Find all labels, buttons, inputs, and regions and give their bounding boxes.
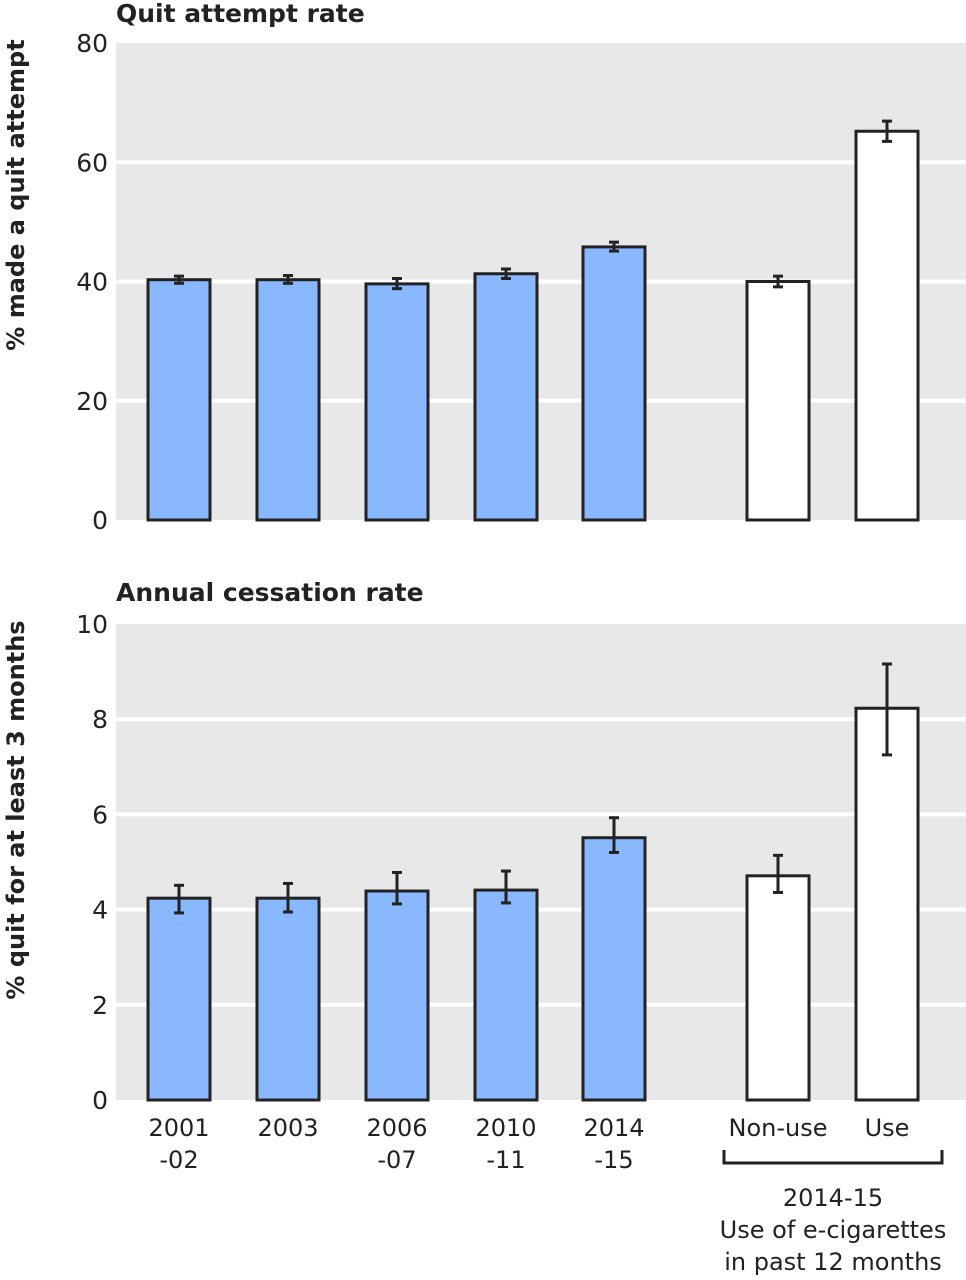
bar xyxy=(146,278,212,522)
y-axis-label: % made a quit attempt xyxy=(2,39,30,350)
error-bar xyxy=(609,240,619,253)
y-axis-label: % quit for at least 3 months xyxy=(2,620,30,999)
y-tick-label: 80 xyxy=(76,29,108,58)
x-tick-label: 2001 -02 xyxy=(148,1114,209,1174)
error-bar xyxy=(882,119,892,143)
x-tick-label: 2014 -15 xyxy=(583,1114,644,1174)
x-tick-label: 2010 -11 xyxy=(475,1114,536,1174)
chart-title: Quit attempt rate xyxy=(116,0,365,28)
x-tick-label: Non-use xyxy=(729,1114,828,1142)
bar xyxy=(255,896,321,1102)
y-tick-labels: 0 20 40 60 80 xyxy=(76,29,108,535)
error-bar xyxy=(392,277,402,291)
bar xyxy=(854,129,920,522)
error-bar xyxy=(773,274,783,289)
group-label-line: 2014-15 xyxy=(783,1184,883,1212)
x-tick-labels: 2001 -02 2003 2006 -07 2010 -11 2014 -15 Non-use U… xyxy=(148,1114,909,1174)
error-bar xyxy=(283,274,293,285)
bar xyxy=(473,888,539,1102)
y-tick-label: 20 xyxy=(76,387,108,416)
bar xyxy=(745,874,811,1102)
bar xyxy=(255,278,321,522)
error-bar xyxy=(773,853,783,894)
y-tick-label: 0 xyxy=(92,1086,108,1115)
y-tick-label: 0 xyxy=(92,506,108,535)
error-bar xyxy=(174,883,184,915)
y-tick-label: 2 xyxy=(92,991,108,1020)
bar xyxy=(146,896,212,1102)
y-tick-label: 6 xyxy=(92,800,108,829)
chart-title: Annual cessation rate xyxy=(116,578,424,607)
y-tick-label: 40 xyxy=(76,268,108,297)
group-label-line: in past 12 months xyxy=(724,1248,942,1276)
bar xyxy=(745,280,811,522)
error-bar xyxy=(283,881,293,914)
x-tick-label: 2006 -07 xyxy=(366,1114,427,1174)
error-bar xyxy=(882,662,892,757)
error-bar xyxy=(501,869,511,905)
bar xyxy=(473,272,539,522)
error-bar xyxy=(392,870,402,906)
panel-annual-cessation: 0 2 4 6 8 10 Annual cessation rate % quit for… xyxy=(2,578,966,1115)
bars xyxy=(146,119,920,522)
group-label: 2014-15 Use of e-cigarettes in past 12 mon… xyxy=(720,1184,947,1276)
y-tick-label: 8 xyxy=(92,705,108,734)
group-label-line: Use of e-cigarettes xyxy=(720,1216,947,1244)
plot-background xyxy=(116,624,966,1100)
panel-quit-attempt: 0 20 40 60 80 Quit attempt rate % made a qui… xyxy=(2,0,966,535)
x-tick-label: 2003 xyxy=(257,1114,318,1142)
bar xyxy=(364,889,430,1102)
bars xyxy=(146,662,920,1102)
bar xyxy=(854,706,920,1102)
error-bar xyxy=(174,274,184,285)
y-tick-label: 10 xyxy=(76,610,108,639)
group-bracket xyxy=(722,1150,944,1165)
bar xyxy=(581,245,647,522)
error-bar xyxy=(609,816,619,854)
x-tick-label: Use xyxy=(865,1114,910,1142)
y-tick-label: 60 xyxy=(76,148,108,177)
error-bar xyxy=(501,267,511,281)
bar xyxy=(581,836,647,1102)
y-tick-label: 4 xyxy=(92,896,108,925)
bar xyxy=(364,282,430,522)
y-tick-labels: 0 2 4 6 8 10 xyxy=(76,610,108,1115)
